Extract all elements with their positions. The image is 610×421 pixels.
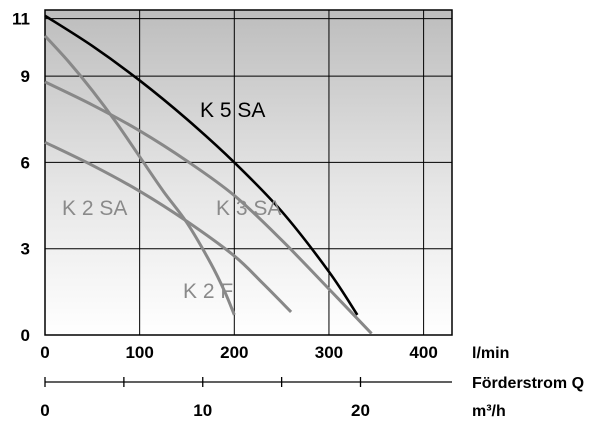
x-tick-label-secondary: 0 xyxy=(40,401,49,420)
x-tick-label-primary: 400 xyxy=(409,343,437,362)
curve-k-5-sa xyxy=(44,14,359,316)
curve-label-k-2-f: K 2 F xyxy=(183,280,233,303)
curve-k-2-f xyxy=(43,34,236,316)
x-unit-secondary: m³/h xyxy=(472,403,506,420)
curve-label-k-5-sa: K 5 SA xyxy=(200,99,265,122)
curve-k-3-sa xyxy=(44,80,373,335)
x-tick-label-secondary: 10 xyxy=(193,401,212,420)
y-tick-label: 3 xyxy=(21,240,30,259)
curve-label-k-3-sa: K 3 SA xyxy=(216,197,281,220)
x-tick-label-primary: 100 xyxy=(125,343,153,362)
y-tick-label: 6 xyxy=(21,153,30,172)
x-tick-label-primary: 0 xyxy=(40,343,49,362)
curve-label-k-2-sa: K 2 SA xyxy=(62,197,127,220)
plot-background xyxy=(45,10,452,335)
x-unit-primary: l/min xyxy=(472,345,509,362)
plot-frame xyxy=(44,9,453,336)
x-tick-label-primary: 300 xyxy=(315,343,343,362)
y-tick-label: 11 xyxy=(12,10,30,29)
x-axis-title: Förderstrom Q xyxy=(472,375,584,392)
y-tick-label: 9 xyxy=(21,67,30,86)
x-tick-label-secondary: 20 xyxy=(351,401,370,420)
x-tick-label-primary: 200 xyxy=(220,343,248,362)
y-tick-label: 0 xyxy=(21,326,30,345)
